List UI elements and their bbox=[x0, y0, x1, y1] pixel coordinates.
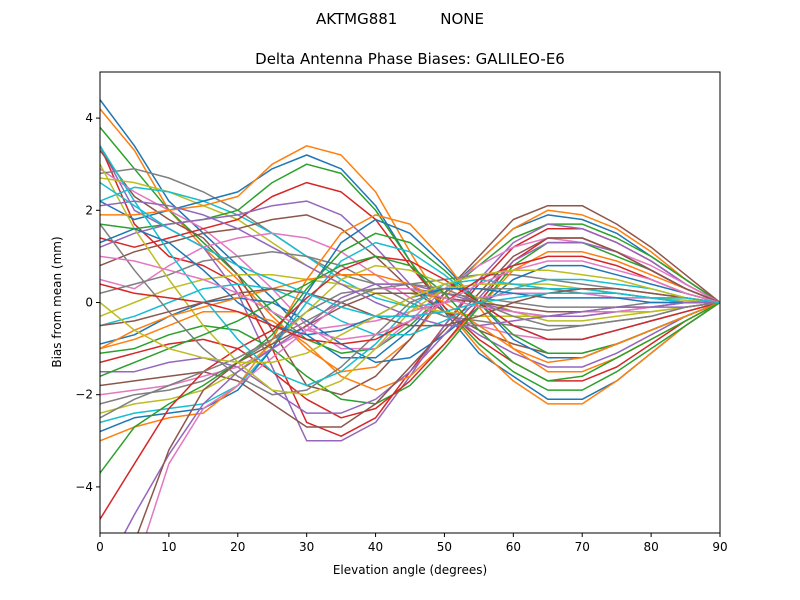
series-line-s22 bbox=[100, 251, 720, 391]
series-line-s50 bbox=[100, 181, 720, 318]
x-tick-label: 10 bbox=[161, 540, 176, 554]
series-line-s48 bbox=[100, 283, 720, 419]
chart-suptitle: AKTMG881 NONE bbox=[316, 10, 484, 28]
x-axis-ticks: 0 10 20 30 40 50 60 70 80 90 bbox=[96, 533, 728, 554]
x-tick-label: 70 bbox=[575, 540, 590, 554]
y-tick-label: 2 bbox=[85, 203, 93, 217]
x-tick-label: 40 bbox=[368, 540, 383, 554]
y-tick-label: −2 bbox=[75, 388, 93, 402]
series-line-s46 bbox=[100, 287, 720, 327]
series-line-s20 bbox=[100, 278, 720, 336]
y-axis-ticks: −4 −2 0 2 4 bbox=[75, 111, 100, 494]
y-tick-label: −4 bbox=[75, 480, 93, 494]
x-tick-label: 60 bbox=[506, 540, 521, 554]
x-tick-label: 0 bbox=[96, 540, 104, 554]
x-axis-label: Elevation angle (degrees) bbox=[333, 563, 487, 577]
x-tick-label: 20 bbox=[230, 540, 245, 554]
series-line-s49 bbox=[100, 269, 720, 364]
chart-title: Delta Antenna Phase Biases: GALILEO-E6 bbox=[255, 50, 565, 68]
series-line-s6 bbox=[100, 149, 720, 396]
x-tick-label: 50 bbox=[437, 540, 452, 554]
series-lines bbox=[100, 99, 720, 533]
y-tick-label: 4 bbox=[85, 111, 93, 125]
series-line-s47 bbox=[100, 255, 720, 341]
y-tick-label: 0 bbox=[85, 296, 93, 310]
x-tick-label: 90 bbox=[712, 540, 727, 554]
y-axis-label: Bias from mean (mm) bbox=[50, 236, 64, 367]
series-line-s43 bbox=[100, 255, 720, 382]
x-tick-label: 30 bbox=[299, 540, 314, 554]
series-line-s37 bbox=[145, 287, 720, 533]
x-tick-label: 80 bbox=[643, 540, 658, 554]
